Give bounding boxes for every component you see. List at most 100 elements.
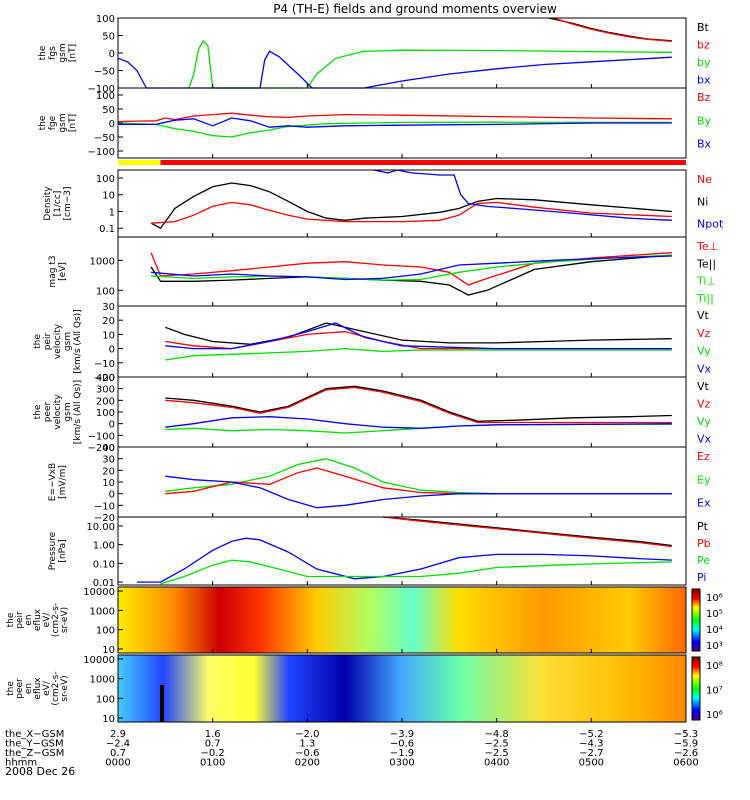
y-axis-label-line: [cm−3] (63, 186, 73, 220)
y-tick-label: 0.10 (93, 559, 115, 570)
spectrogram-panels: 10000100010010thepeirenefluxeV/(cm2-s-sr… (6, 586, 723, 725)
panel-frame (117, 305, 687, 378)
panel-frame (117, 236, 687, 307)
x-axis-value: 2.9 (110, 729, 126, 740)
series-fgs-Bt (548, 17, 672, 42)
series-fge-By (117, 121, 672, 138)
series-fgs-by (188, 39, 672, 89)
x-axis-value: −5.3 (674, 729, 698, 740)
legend-entry: Ey (697, 473, 711, 486)
legend-entry: Ti|| (696, 292, 714, 305)
series-fge-Bz (117, 112, 672, 123)
legend-entry: Bt (697, 21, 710, 34)
y-tick-label: 10 (102, 330, 115, 341)
y-tick-label: −20 (94, 513, 115, 524)
y-axis-label-line: gsm (58, 113, 68, 132)
panel-fge: 100 50 0 −50 −100 thefgegsm[nT] Bz By Bx (38, 87, 712, 159)
y-tick-label: −10 (94, 359, 115, 370)
y-axis-label-line: velocity (53, 323, 63, 359)
legend-entry: Bx (697, 138, 712, 151)
y-tick-label: 50 (102, 105, 115, 116)
x-axis-value: −5.2 (579, 729, 603, 740)
series-fge-Bx (118, 117, 672, 128)
y-axis-label-line: peer (43, 401, 53, 422)
y-axis-label-line: fge (48, 115, 58, 130)
y-axis-label-line: peir (43, 332, 53, 350)
panel-frame (117, 169, 687, 238)
series-density-Ne (151, 201, 672, 224)
y-axis-label-line: (cm2-s- (51, 603, 61, 637)
y-tick-label: 0 (109, 49, 115, 60)
x-axis-row-label: the_Z−GSM (5, 748, 64, 759)
y-tick-label: 10 (102, 191, 115, 202)
colorbar-tick-label: 10⁶ (706, 710, 723, 721)
series-peerv-Vx (165, 416, 672, 429)
y-axis-label: thepeervelocitygsm[km/s (All Qs)] (33, 380, 83, 444)
y-axis-label-line: [km/s (All Qs)] (73, 309, 83, 373)
panel-frame (117, 446, 687, 518)
y-axis-label-line: (cm2-s- (51, 671, 61, 705)
y-tick-label: 40 (102, 443, 115, 454)
legend-entry: By (697, 114, 712, 127)
y-axis-label: Pressure[nPa] (48, 531, 68, 570)
y-axis-label-line: the (38, 45, 48, 60)
y-tick-label: 100 (96, 626, 115, 637)
panel-fgs: 100 50 0 −50 −100 thefgsgsm[nT] Bt bz by bx (38, 14, 711, 95)
x-axis-value: 1.3 (299, 739, 315, 750)
y-tick-label: 10 (102, 478, 115, 489)
x-axis-value: 0100 (200, 758, 225, 769)
series-peirv-Vt (165, 322, 672, 345)
series-fgs-bz (553, 17, 672, 43)
y-axis-label-line: gsm (63, 332, 73, 351)
y-tick-label: 10.00 (86, 522, 115, 533)
y-axis-label-line: gsm (63, 402, 73, 421)
y-axis-label-line: the (38, 115, 48, 130)
legend-entry: Te⊥ (696, 240, 718, 253)
y-axis-label-line: fgs (48, 46, 58, 60)
y-axis-label-line: [km/s (All Qs)] (73, 380, 83, 444)
series-pressure-Pt (383, 516, 672, 547)
y-axis-label-line: the (6, 612, 16, 627)
x-axis-value: 0600 (673, 758, 698, 769)
panel-peirv: 30 20 10 0 −10 −20 thepeirvelocitygsm[km/s (Al… (33, 302, 712, 384)
date-label: 2008 Dec 26 (5, 765, 75, 778)
legend-entry: Bz (697, 91, 711, 104)
y-axis-label: thepeerenefluxeV/(cm2-s-sr-eV) (6, 671, 70, 705)
y-axis-label-line: en (24, 614, 34, 625)
y-tick-label: 20 (102, 316, 115, 327)
y-tick-label: 10000 (83, 655, 115, 666)
y-tick-label: 1000 (90, 606, 115, 617)
series-mtemp-Ti (151, 254, 672, 281)
series-fgs-bx (117, 50, 672, 89)
y-axis-label-line: sr-eV) (60, 607, 70, 633)
y-axis-label-line: eflux (33, 677, 43, 700)
y-axis-label: thepeirenefluxeV/(cm2-s-sr-eV) (6, 603, 70, 637)
y-tick-label: −10 (94, 501, 115, 512)
y-tick-label: 1.00 (93, 541, 115, 552)
legend-entry: Pt (697, 520, 709, 533)
y-tick-label: 200 (96, 396, 115, 407)
y-tick-label: −50 (94, 67, 115, 78)
legend-entry: Pi (697, 571, 706, 584)
line-panels: 100500−50−100thefgsgsm[nT]Btbzbybx100500… (33, 14, 724, 589)
y-axis-label: thepeirvelocitygsm[km/s (All Qs)] (33, 309, 83, 373)
y-axis-label-line: the (33, 404, 43, 419)
y-tick-label: 0 (109, 490, 115, 501)
colorbar-tick-label: 10⁸ (706, 661, 723, 672)
y-tick-label: 10000 (83, 587, 115, 598)
colorbar-tick-label: 10⁴ (706, 625, 723, 636)
y-axis-label-line: peer (15, 678, 25, 699)
y-axis-label-line: en (24, 683, 34, 694)
x-axis-value: 0300 (389, 758, 414, 769)
legend-entry: Vx (697, 433, 712, 446)
y-tick-label: 0.01 (93, 578, 115, 589)
y-axis-label-line: [1/cc] (53, 191, 63, 217)
y-tick-label: 100 (96, 408, 115, 419)
legend-entry: Vz (697, 327, 711, 340)
legend-entry: Ni (697, 195, 708, 208)
colorbar-tick-label: 10⁷ (706, 686, 723, 697)
x-axis-row-label: the_Y−GSM (5, 739, 64, 750)
series-density-Ni (150, 182, 672, 230)
y-axis-label-line: [nT] (68, 44, 78, 62)
